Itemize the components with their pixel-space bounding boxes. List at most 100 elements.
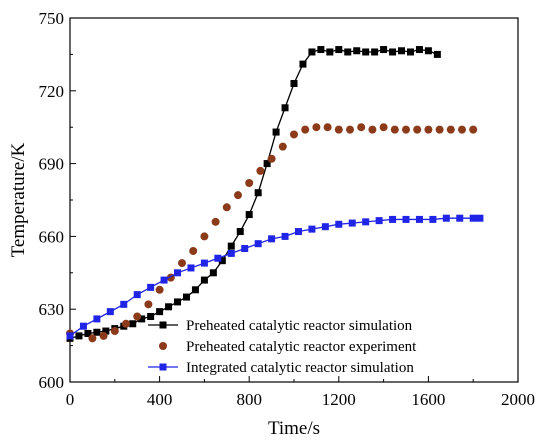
x-tick-label: 800 xyxy=(236,390,262,409)
data-point xyxy=(429,215,437,223)
data-point xyxy=(375,217,383,225)
data-point xyxy=(353,47,361,55)
x-tick-label: 1600 xyxy=(411,390,445,409)
y-tick-label: 600 xyxy=(39,373,65,392)
x-tick-label: 0 xyxy=(66,390,75,409)
y-tick-label: 630 xyxy=(39,300,65,319)
axis-ticks: 0 400 800 1200 1600 2000 600 630 660 690 720 750 xyxy=(39,9,536,409)
series-3 xyxy=(66,214,484,340)
data-point xyxy=(144,300,153,309)
data-point xyxy=(110,327,119,336)
data-point xyxy=(178,259,186,268)
data-point xyxy=(267,154,276,163)
data-point xyxy=(211,217,220,226)
y-tick-label: 750 xyxy=(39,9,65,28)
data-point xyxy=(442,214,450,222)
data-point xyxy=(254,189,262,197)
x-tick-label: 2000 xyxy=(501,390,535,409)
data-point xyxy=(308,48,316,56)
data-point xyxy=(214,254,222,262)
data-point xyxy=(133,312,142,321)
data-point xyxy=(209,269,217,277)
data-point xyxy=(138,315,146,323)
data-point xyxy=(191,286,199,294)
data-point xyxy=(415,215,423,223)
data-point xyxy=(174,298,182,306)
data-point xyxy=(122,319,130,328)
legend-label: Preheated catalytic reactor experiment xyxy=(186,339,417,355)
data-point xyxy=(278,142,287,151)
data-point xyxy=(165,303,173,311)
data-point xyxy=(371,48,379,56)
data-point xyxy=(88,334,97,343)
data-point xyxy=(308,225,316,233)
data-point xyxy=(348,219,356,227)
data-point xyxy=(236,228,244,236)
data-point xyxy=(335,220,343,228)
legend-marker xyxy=(159,342,167,350)
data-point xyxy=(160,276,168,284)
data-point xyxy=(218,257,226,265)
data-point xyxy=(254,240,262,248)
data-point xyxy=(390,125,399,134)
data-point xyxy=(174,269,182,277)
data-point xyxy=(93,315,101,323)
series-1 xyxy=(66,46,441,342)
legend: Preheated catalytic reactor simulation Pr… xyxy=(148,318,417,376)
data-point xyxy=(156,308,164,316)
data-point xyxy=(312,123,321,132)
data-point xyxy=(299,60,307,68)
data-point xyxy=(335,46,343,54)
data-point xyxy=(268,235,276,243)
data-point xyxy=(357,123,366,132)
data-point xyxy=(241,245,249,253)
x-axis-title: Time/s xyxy=(268,418,320,439)
data-point xyxy=(227,242,235,250)
data-point xyxy=(234,191,242,200)
y-tick-label: 720 xyxy=(39,82,65,101)
data-point xyxy=(147,283,155,291)
data-point xyxy=(469,125,478,134)
y-tick-label: 660 xyxy=(39,227,65,246)
data-point xyxy=(155,285,164,294)
data-point xyxy=(227,249,235,257)
data-point xyxy=(272,128,280,136)
data-point xyxy=(93,328,101,336)
data-point xyxy=(75,332,83,340)
data-point xyxy=(456,214,464,222)
data-point xyxy=(200,259,208,267)
data-point xyxy=(424,125,433,134)
data-point xyxy=(380,46,388,54)
data-point xyxy=(402,215,410,223)
legend-marker xyxy=(159,363,167,371)
data-point xyxy=(424,47,432,55)
data-point xyxy=(222,203,231,212)
data-point xyxy=(406,48,414,56)
data-point xyxy=(102,327,110,335)
data-point xyxy=(84,329,92,337)
series-layer xyxy=(66,46,484,343)
data-point xyxy=(99,331,108,340)
data-point xyxy=(458,125,466,134)
data-point xyxy=(398,47,406,55)
data-point xyxy=(290,80,298,88)
data-point xyxy=(362,48,370,56)
data-point xyxy=(379,123,388,132)
data-point xyxy=(245,179,254,188)
data-point xyxy=(187,264,195,272)
data-point xyxy=(435,125,444,134)
data-point xyxy=(362,218,370,226)
data-point xyxy=(245,211,253,219)
data-point xyxy=(200,276,208,284)
data-point xyxy=(256,166,265,175)
data-point xyxy=(415,46,423,54)
y-tick-label: 690 xyxy=(39,155,65,174)
data-point xyxy=(129,320,137,328)
data-point xyxy=(66,332,74,340)
data-point xyxy=(281,232,289,240)
data-point xyxy=(79,322,87,330)
data-point xyxy=(301,125,310,134)
data-point xyxy=(106,308,114,316)
data-point xyxy=(334,125,343,134)
